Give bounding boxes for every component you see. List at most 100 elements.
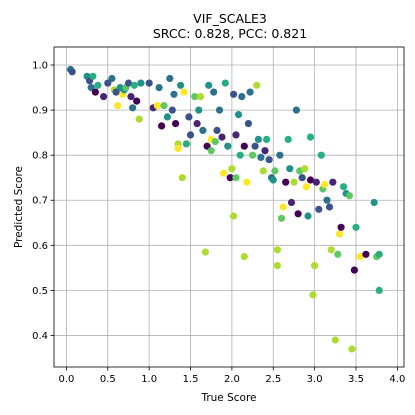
scatter-point [68,68,76,76]
scatter-point [311,262,319,270]
x-tick-label: 1.5 [183,374,199,385]
scatter-point [329,178,337,186]
scatter-point [199,126,207,134]
x-axis-label: True Score [200,392,256,404]
scatter-point [108,74,116,83]
y-tick-label: 0.9 [32,106,48,117]
scatter-point [370,198,378,207]
scatter-point [240,142,248,150]
scatter-point [160,102,168,110]
x-tick-label: 0.0 [58,374,74,385]
x-tick-label: 3.5 [348,374,364,385]
scatter-point [182,140,190,148]
scatter-point [302,183,310,191]
scatter-point [238,93,246,101]
scatter-point [304,212,312,220]
x-tick-label: 0.5 [100,374,116,385]
scatter-point [298,174,306,182]
scatter-point [133,97,141,105]
scatter-point [205,81,213,89]
y-tick-label: 0.8 [32,151,48,162]
scatter-point [91,88,99,96]
scatter-point [155,84,163,92]
scatter-point [277,214,286,222]
scatter-point [257,153,265,161]
scatter-point [193,120,201,128]
scatter-point [218,133,226,141]
scatter-point [236,151,244,159]
y-axis-label: Predicted Score [13,166,25,248]
grid [54,47,404,367]
scatter-point [211,138,219,146]
scatter-point [282,178,290,186]
scatter-point [230,212,238,220]
scatter-point [337,223,345,231]
scatter-point [312,178,320,186]
scatter-point [287,198,296,207]
scatter-point [185,113,193,121]
scatter-point [191,93,199,101]
y-tick-label: 1.0 [32,61,48,72]
scatter-point [284,135,292,143]
scatter-point [163,113,171,121]
scatter-point [259,167,267,175]
scatter-point [172,120,180,128]
x-tick-label: 3.0 [307,374,323,385]
scatter-point [325,203,334,211]
scatter-point [276,151,284,159]
scatter-point [306,176,315,184]
x-axis-ticks: 0.0 0.5 1.0 1.5 2.0 2.5 3.0 3.5 4.0 [58,367,405,385]
scatter-point [114,102,122,110]
y-tick-label: 0.4 [32,331,48,342]
scatter-point [213,126,221,134]
scatter-point [220,169,228,177]
scatter-point [137,79,145,87]
scatter-point [104,79,112,87]
scatter-point [87,84,95,92]
scatter-point [334,250,342,258]
scatter-point [331,336,339,344]
scatter-point [273,246,281,254]
scatter-point [196,93,205,101]
scatter-point [317,151,325,159]
scatter-point [230,90,238,98]
x-tick-label: 4.0 [389,374,405,385]
scatter-point [224,142,232,150]
scatter-point [306,133,315,141]
plot-frame [53,46,405,368]
scatter-point [294,210,302,218]
scatter-point [186,131,195,139]
scatter-point [323,196,331,204]
y-axis-ticks: 0.4 0.5 0.6 0.7 0.8 0.9 1.0 [32,61,54,342]
scatter-point [254,135,262,143]
scatter-point [340,183,348,191]
scatter-point [168,106,176,114]
scatter-point [356,253,364,261]
scatter-point [215,106,224,114]
scatter-point [251,142,259,150]
scatter-point [129,104,137,112]
scatter-point [127,93,135,101]
chart-title: VIF_SCALE3 [193,11,267,26]
data-points [66,65,383,353]
scatter-point [145,79,153,87]
scatter-point [246,88,254,96]
x-tick-label: 2.5 [265,374,281,385]
scatter-point [327,246,335,254]
scatter-point [243,178,251,186]
scatter-point [221,79,229,87]
scatter-point [89,72,97,80]
y-tick-label: 0.6 [32,241,48,252]
scatter-point [345,192,353,200]
scatter-point [286,165,294,173]
scatter-point [301,165,309,173]
scatter-point [207,147,215,155]
scatter-point [170,90,178,98]
scatter-point [253,81,261,89]
scatter-point [335,230,344,238]
scatter-point [350,266,358,274]
scatter-point [269,176,277,184]
scatter-point [362,250,370,258]
scatter-point [180,88,188,96]
